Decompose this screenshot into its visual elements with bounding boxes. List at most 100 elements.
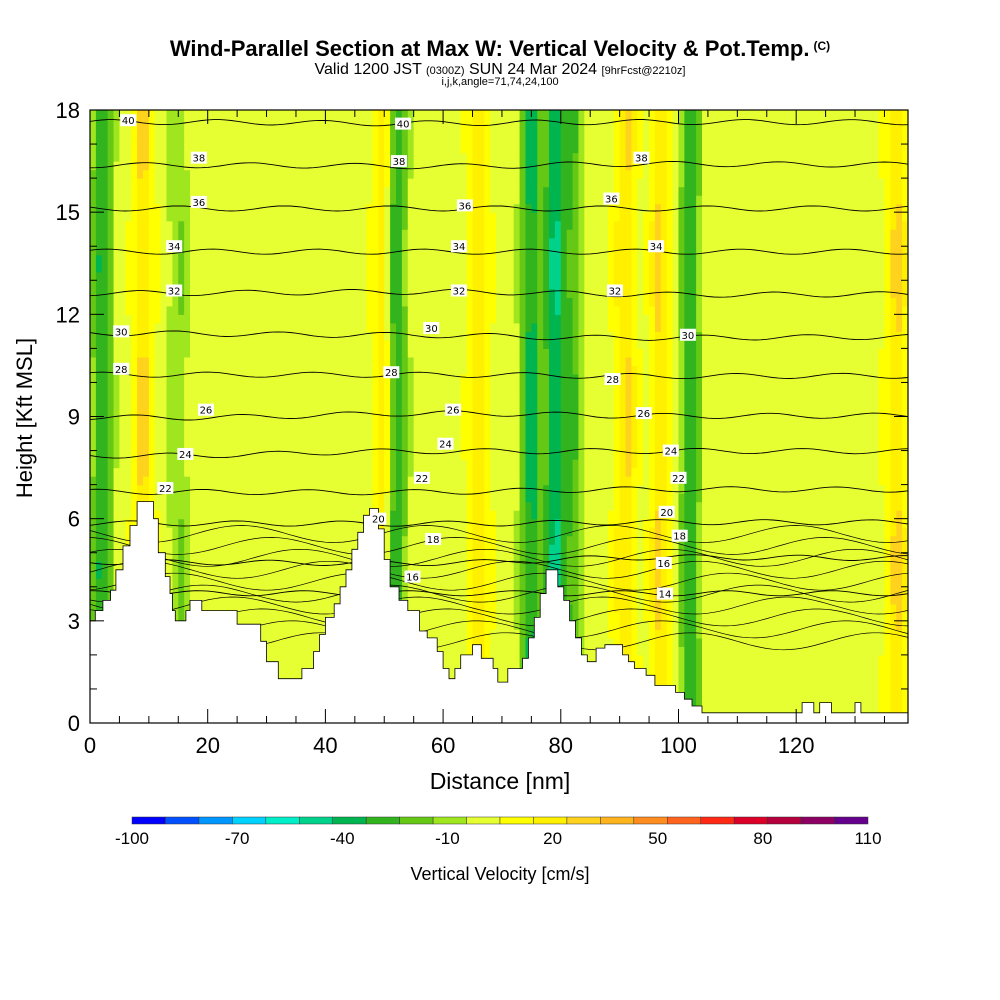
w-cell [95,280,103,290]
w-cell [478,407,485,418]
w-cell [201,373,209,384]
w-cell [154,348,162,358]
w-cell [319,459,326,469]
w-cell [142,161,150,171]
w-cell [178,382,185,392]
w-cell [354,220,362,230]
w-cell [319,407,326,418]
w-cell [407,144,415,154]
w-cell [248,459,256,469]
w-cell [231,144,238,154]
w-cell [401,595,409,605]
w-cell [101,229,109,239]
w-cell [284,442,291,452]
w-cell [254,331,262,341]
w-cell [484,476,491,486]
w-cell [354,161,362,171]
w-cell [101,561,109,571]
w-cell [413,314,421,324]
w-cell [448,654,456,664]
w-cell [484,322,491,332]
w-cell [472,246,479,256]
w-cell [407,246,415,256]
w-cell [90,552,97,562]
w-cell [266,654,274,664]
w-cell [243,416,250,426]
w-cell [295,305,303,315]
w-cell [160,322,168,332]
w-cell [396,237,403,247]
w-cell [484,288,491,298]
w-cell [137,237,144,247]
w-cell [172,254,179,264]
w-cell [396,331,403,341]
w-cell [248,144,256,154]
w-cell [125,373,132,384]
w-cell [213,467,221,477]
w-cell [295,356,303,367]
w-cell [219,484,226,494]
w-cell [443,152,450,162]
w-cell [154,399,162,409]
w-cell [178,442,185,452]
w-cell [272,339,279,349]
w-cell [119,407,126,418]
w-cell [337,212,344,222]
w-cell [190,365,197,375]
w-cell [160,450,168,460]
w-cell [201,322,209,332]
w-cell [331,425,338,435]
w-cell [148,254,156,264]
w-cell [178,356,185,367]
w-cell [142,152,150,162]
w-cell [337,305,344,315]
w-cell [272,620,279,630]
w-cell [307,229,315,239]
w-cell [348,339,356,349]
w-cell [290,484,297,494]
w-cell [354,467,362,477]
w-cell [384,450,391,460]
w-cell [90,314,97,324]
w-cell [313,305,321,315]
w-cell [301,348,309,358]
w-cell [219,535,226,545]
w-cell [431,399,438,409]
w-cell [119,288,126,298]
w-cell [301,433,309,443]
w-cell [90,501,97,511]
w-cell [325,322,332,332]
w-cell [184,331,191,341]
w-cell [401,135,409,145]
w-cell [160,152,168,162]
w-cell [213,144,221,154]
w-cell [101,237,109,247]
w-cell [443,203,450,213]
w-cell [119,442,126,452]
w-cell [484,518,491,528]
w-cell [378,493,385,503]
w-cell [348,510,356,520]
w-cell [190,127,197,137]
w-cell [243,229,250,239]
w-cell [266,612,274,622]
w-cell [301,152,309,162]
w-cell [213,416,221,426]
w-cell [260,535,268,545]
w-cell [490,220,497,230]
w-cell [472,535,479,545]
w-cell [290,467,297,477]
w-cell [484,561,491,571]
w-cell [460,407,468,418]
w-cell [354,237,362,247]
w-cell [484,195,491,205]
w-cell [313,510,321,520]
w-cell [190,305,197,315]
w-cell [207,186,215,196]
w-cell [443,373,450,384]
w-cell [213,314,221,324]
w-cell [372,365,379,375]
w-cell [390,288,397,298]
w-cell [496,578,503,588]
w-cell [384,390,391,401]
